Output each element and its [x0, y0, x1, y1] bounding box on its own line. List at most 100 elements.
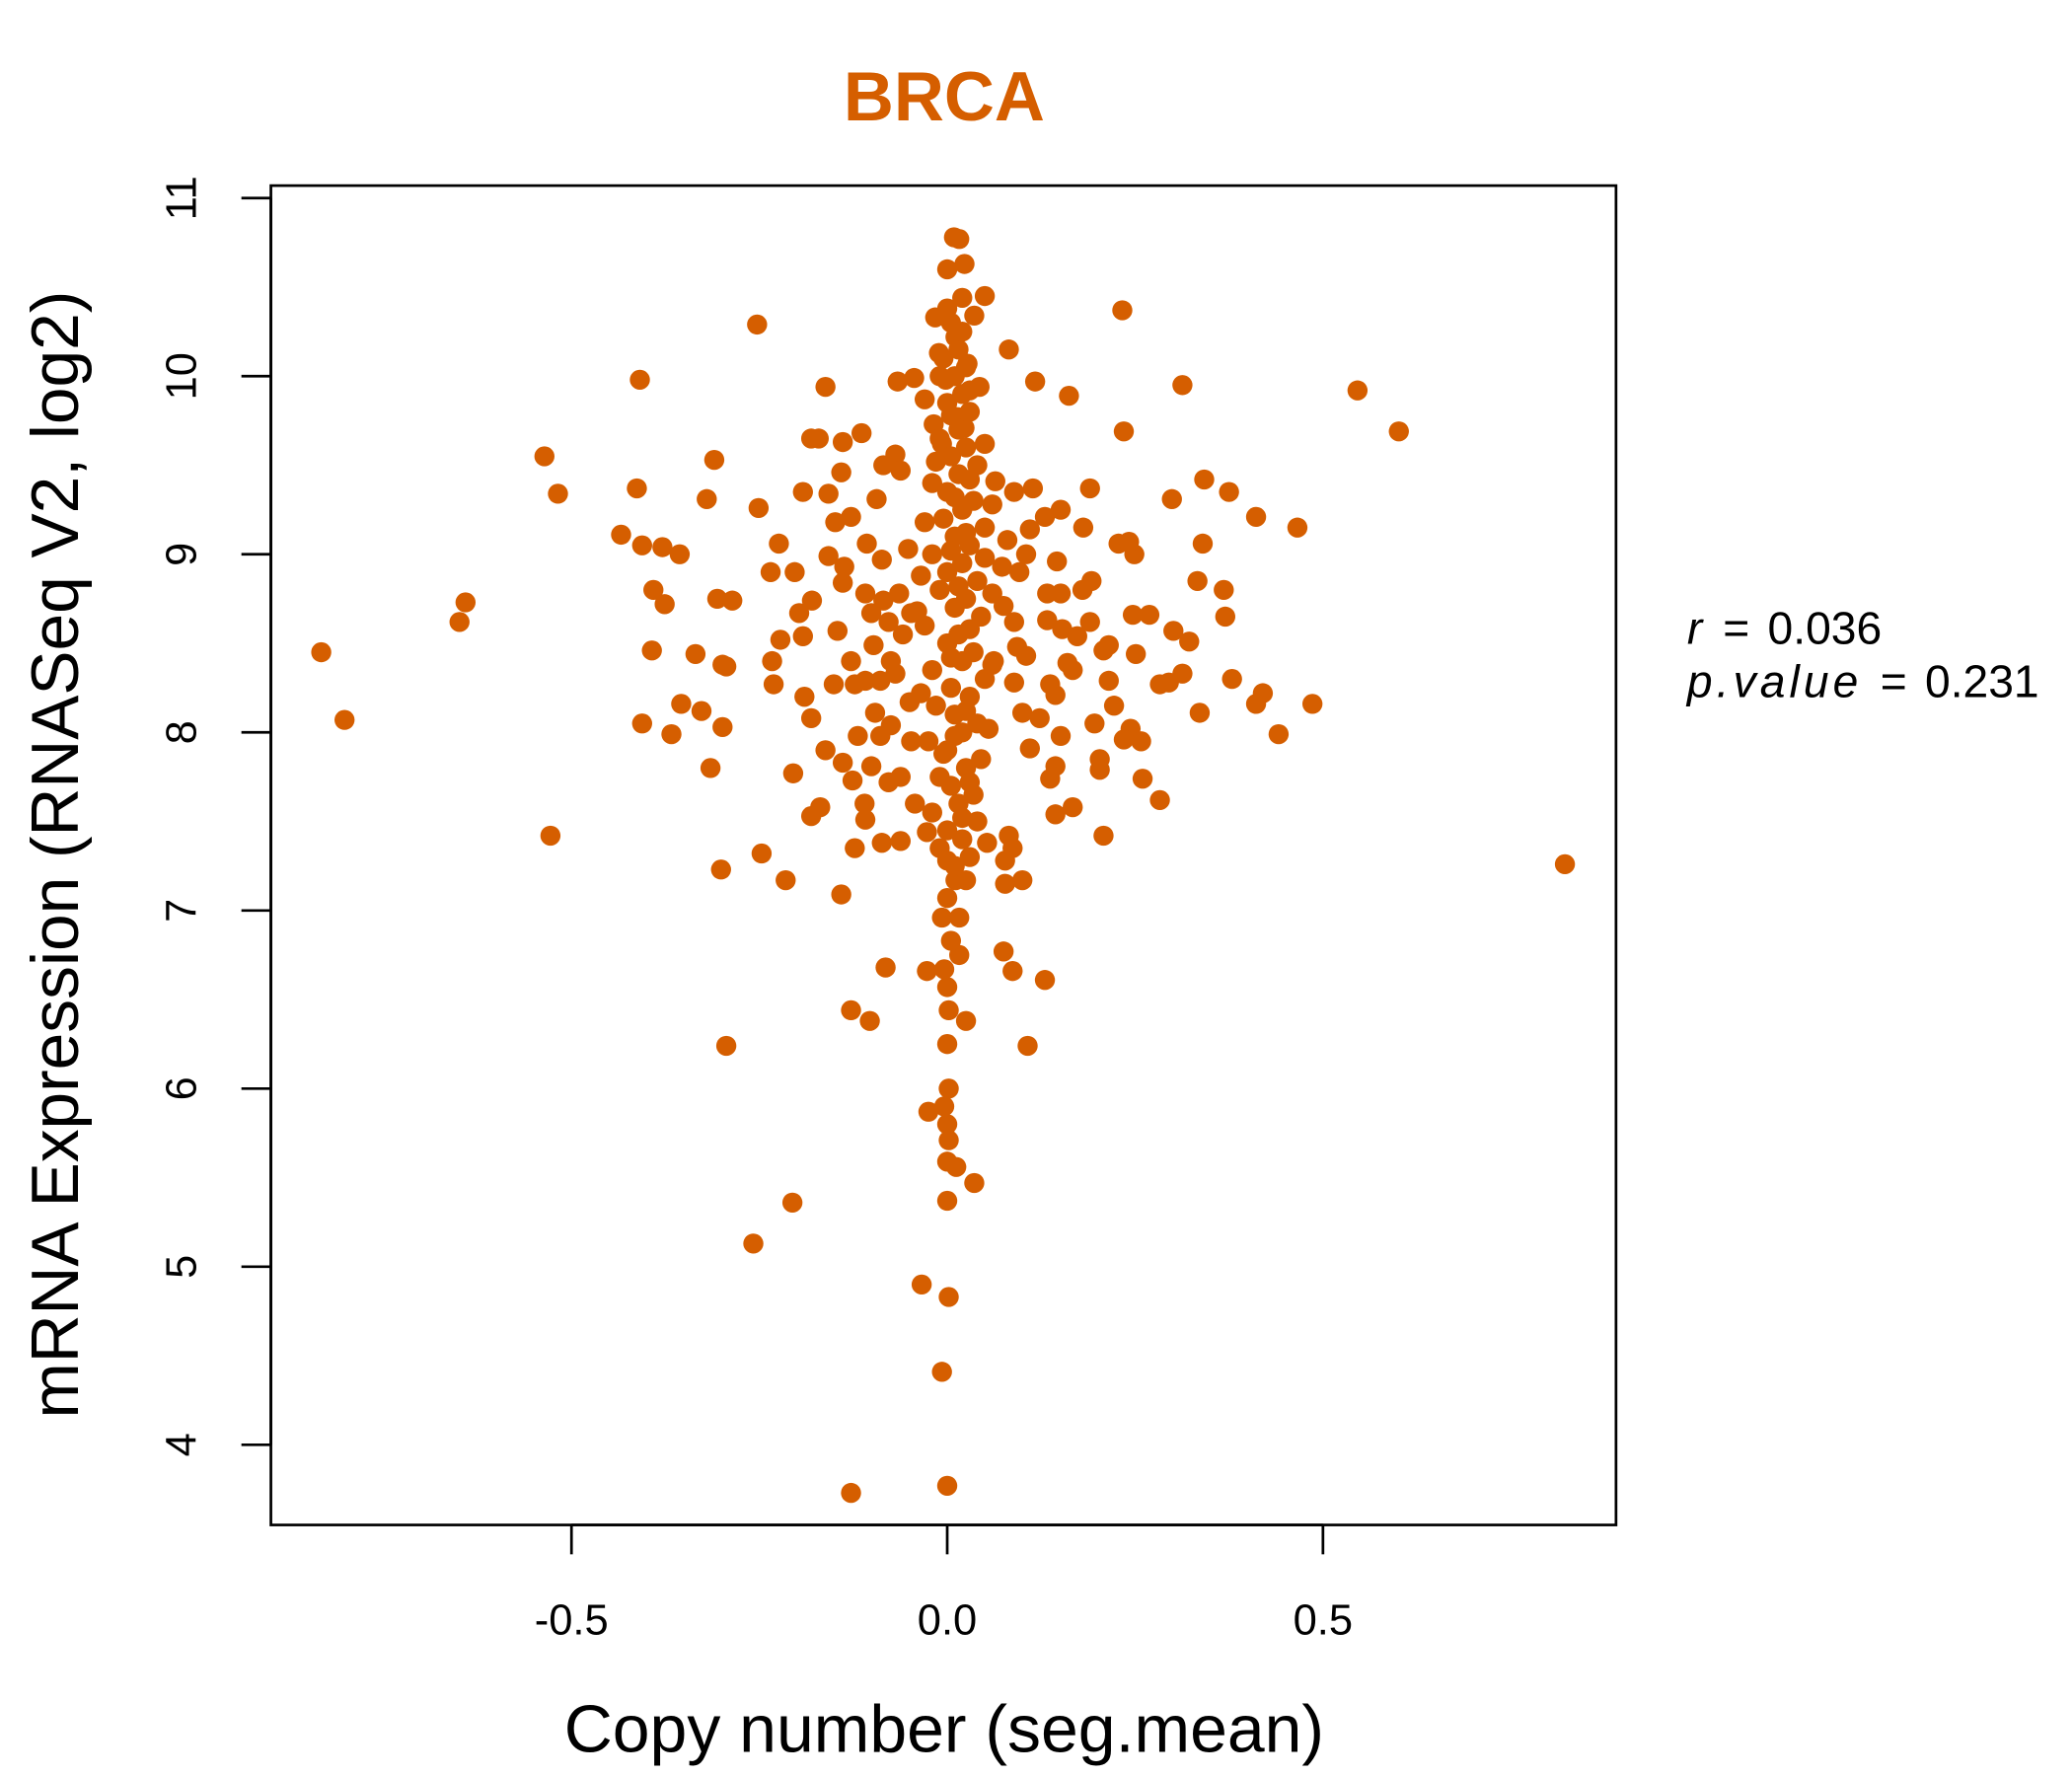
correlation-annotation: r = 0.036: [1687, 602, 1882, 653]
data-point: [971, 749, 992, 770]
data-point: [933, 743, 954, 765]
data-point: [1161, 488, 1182, 509]
pvalue-annotation: p.value = 0.231: [1685, 656, 2039, 707]
data-point: [859, 1010, 880, 1031]
data-point: [978, 718, 999, 739]
data-point: [1219, 481, 1239, 502]
data-point: [914, 512, 935, 533]
data-point: [940, 678, 962, 699]
data-point: [936, 977, 958, 998]
data-point: [993, 595, 1014, 617]
data-point: [776, 869, 796, 891]
data-point: [706, 588, 728, 610]
data-point: [929, 579, 950, 601]
y-tick-label: 9: [158, 543, 205, 566]
data-point: [1050, 499, 1072, 520]
data-point: [1002, 961, 1023, 982]
data-point: [1011, 703, 1033, 723]
data-point: [890, 831, 911, 851]
data-point: [1245, 694, 1267, 714]
data-point: [959, 619, 981, 639]
data-point: [810, 796, 831, 818]
data-point: [831, 462, 851, 482]
data-point: [669, 544, 691, 564]
data-point: [1172, 375, 1193, 396]
data-point: [1163, 621, 1184, 641]
data-point: [1008, 561, 1030, 582]
data-point: [936, 1190, 958, 1212]
data-point: [815, 740, 836, 761]
data-point: [854, 670, 876, 692]
data-point: [1015, 645, 1037, 666]
data-point: [992, 556, 1012, 577]
data-point: [955, 869, 977, 891]
data-point: [1063, 659, 1083, 681]
data-point: [938, 1130, 959, 1150]
data-point: [743, 1233, 764, 1254]
p-label: p.value: [1685, 656, 1863, 707]
data-point: [770, 629, 791, 650]
data-point: [1098, 634, 1119, 655]
data-point: [1063, 796, 1083, 818]
data-point: [455, 592, 477, 613]
data-point: [808, 428, 829, 449]
data-point: [685, 643, 706, 665]
data-point: [890, 460, 911, 481]
data-point: [963, 490, 984, 511]
data-point: [841, 650, 861, 672]
data-point: [904, 367, 925, 389]
data-point: [959, 380, 981, 401]
data-point: [918, 1101, 939, 1122]
data-point: [722, 590, 743, 611]
data-point: [848, 725, 868, 747]
data-point: [955, 701, 977, 721]
points-layer: [311, 227, 1576, 1504]
data-point: [933, 508, 954, 529]
data-point: [769, 533, 789, 555]
data-point: [974, 548, 996, 568]
data-point: [1017, 1035, 1038, 1057]
data-point: [1122, 605, 1144, 626]
data-point: [1179, 631, 1200, 652]
data-point: [1113, 421, 1135, 442]
data-point: [851, 422, 872, 444]
data-point: [1067, 626, 1087, 646]
data-point: [905, 793, 925, 814]
y-tick-label: 11: [158, 176, 205, 220]
data-point: [831, 884, 851, 905]
data-point: [842, 770, 863, 791]
x-tick-label: -0.5: [535, 1597, 609, 1645]
data-point: [1388, 421, 1409, 442]
data-point: [871, 550, 892, 570]
data-point: [1050, 725, 1072, 747]
data-point: [540, 825, 561, 847]
data-point: [878, 612, 899, 632]
data-point: [977, 833, 998, 853]
data-point: [311, 641, 332, 663]
data-point: [1084, 713, 1105, 734]
data-point: [715, 656, 737, 677]
data-point: [999, 339, 1019, 360]
data-point: [917, 961, 937, 982]
data-point: [917, 822, 937, 843]
data-point: [860, 603, 882, 624]
data-point: [818, 483, 839, 504]
data-point: [1112, 300, 1133, 321]
data-point: [929, 767, 950, 787]
data-point: [892, 624, 914, 645]
data-point: [1268, 723, 1290, 745]
data-point: [911, 683, 931, 703]
data-point: [952, 829, 973, 850]
data-point: [760, 561, 781, 582]
data-point: [762, 650, 782, 672]
data-point: [901, 731, 922, 752]
y-tick-label: 4: [158, 1433, 205, 1456]
data-point: [841, 1482, 861, 1504]
data-point: [955, 522, 977, 544]
data-point: [800, 707, 822, 728]
data-point: [922, 659, 942, 681]
data-point: [933, 1096, 955, 1117]
data-point: [925, 696, 946, 716]
data-point: [870, 725, 891, 747]
data-point: [1003, 481, 1025, 502]
